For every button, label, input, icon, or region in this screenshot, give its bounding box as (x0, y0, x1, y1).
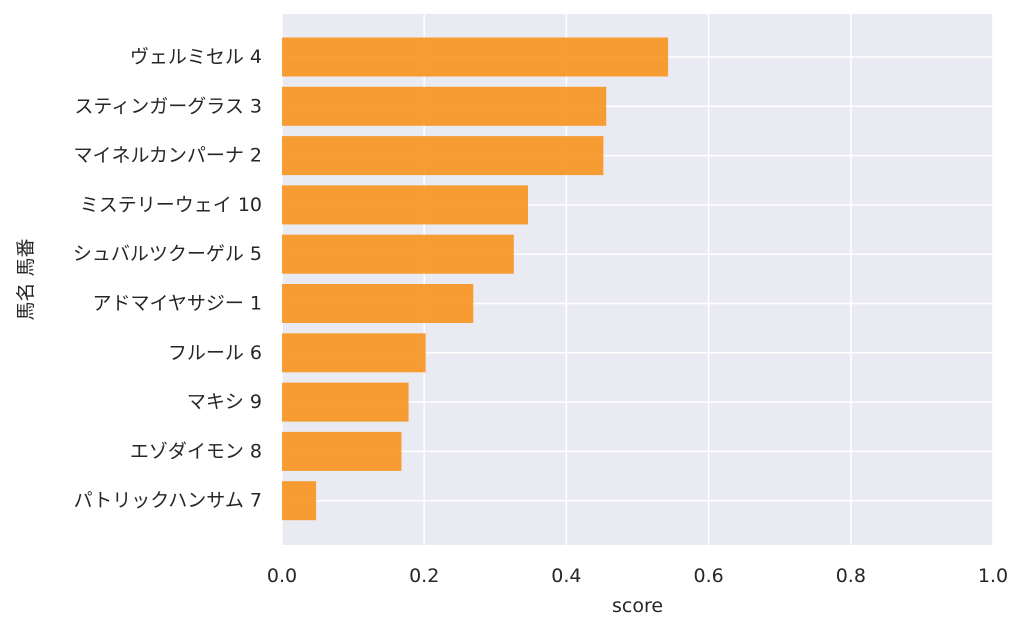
bars (282, 37, 669, 521)
bar (282, 284, 474, 323)
x-tick-label: 0.2 (409, 565, 439, 587)
x-tick-label: 0.4 (551, 565, 581, 587)
y-tick-label: エゾダイモン 8 (130, 440, 262, 462)
y-tick-label: ヴェルミセル 4 (130, 46, 262, 68)
x-tick-label: 0.0 (267, 565, 297, 587)
x-tick-label: 0.8 (836, 565, 866, 587)
y-tick-label: ミステリーウェイ 10 (80, 194, 262, 216)
y-tick-label: アドマイヤサジー 1 (92, 293, 262, 315)
y-tick-label: フルール 6 (168, 342, 262, 364)
bar (282, 481, 317, 521)
y-tick-label: マイネルカンパーナ 2 (73, 145, 262, 167)
bar (282, 37, 669, 77)
bar (282, 333, 426, 373)
y-tick-label: シュバルツクーゲル 5 (73, 243, 262, 265)
x-tick-label: 1.0 (978, 565, 1008, 587)
bar (282, 185, 529, 225)
x-tick-labels: 0.0 0.2 0.4 0.6 0.8 1.0 (267, 565, 1008, 587)
y-tick-label: マキシ 9 (187, 391, 262, 413)
bar (282, 382, 409, 422)
y-tick-label: パトリックハンサム 7 (74, 490, 262, 512)
y-tick-label: スティンガーグラス 3 (74, 95, 262, 117)
bar (282, 136, 604, 176)
bar (282, 431, 402, 471)
bar (282, 86, 607, 126)
x-axis-label: score (612, 595, 663, 617)
x-tick-label: 0.6 (693, 565, 723, 587)
bar (282, 234, 514, 274)
y-tick-labels: ヴェルミセル 4 スティンガーグラス 3 マイネルカンパーナ 2 ミステリーウェイ 1… (73, 46, 262, 512)
y-axis-label: 馬名 馬番 (15, 238, 37, 320)
